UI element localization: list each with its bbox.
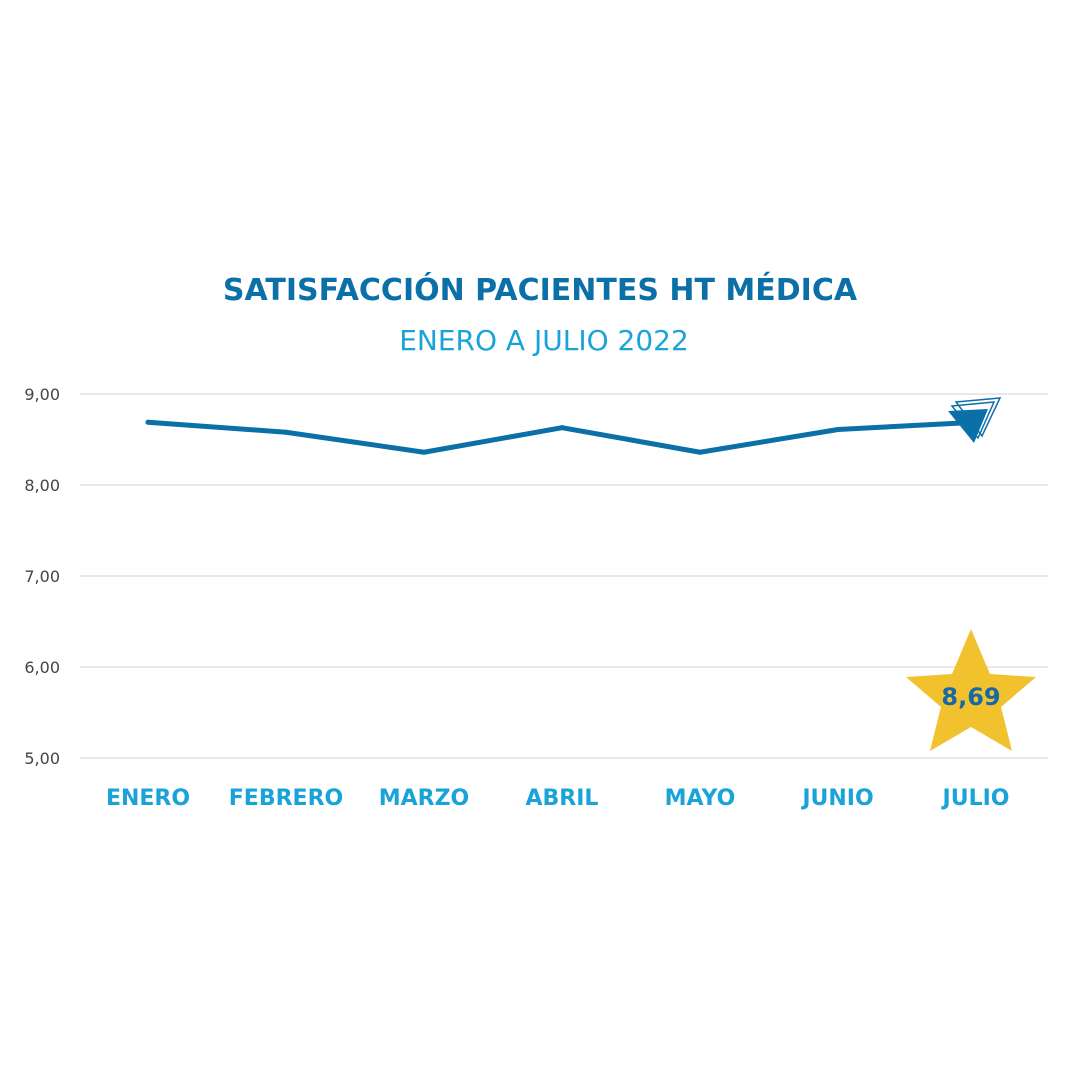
data-point (283, 429, 289, 435)
highlight-value-label: 8,69 (941, 683, 1000, 711)
x-tick-label: MAYO (665, 786, 736, 811)
y-tick-label: 8,00 (24, 476, 60, 495)
data-point (697, 449, 703, 455)
y-tick-label: 5,00 (24, 749, 60, 768)
star-icon (906, 629, 1036, 751)
x-tick-label: ENERO (106, 786, 190, 811)
y-tick-label: 7,00 (24, 567, 60, 586)
data-point (145, 419, 151, 425)
x-tick-label: JUNIO (800, 786, 873, 811)
x-tick-label: ABRIL (526, 786, 599, 811)
y-tick-label: 6,00 (24, 658, 60, 677)
x-tick-label: FEBRERO (229, 786, 343, 811)
series-layer (145, 419, 979, 455)
gridlines (80, 393, 1048, 759)
x-tick-label: MARZO (379, 786, 470, 811)
data-point (559, 425, 565, 431)
chart-subtitle: ENERO A JULIO 2022 (399, 324, 689, 357)
data-point (835, 426, 841, 432)
y-tick-label: 9,00 (24, 385, 60, 404)
x-axis-ticks: ENERO FEBRERO MARZO ABRIL MAYO JUNIO JULIO (106, 786, 1010, 811)
x-tick-label: JULIO (941, 786, 1010, 811)
chart-title: SATISFACCIÓN PACIENTES HT MÉDICA (223, 271, 858, 308)
data-point (421, 449, 427, 455)
y-axis-ticks: 9,00 8,00 7,00 6,00 5,00 (24, 385, 60, 768)
arrow-icon (948, 397, 1002, 443)
highlight-star: 8,69 (906, 629, 1036, 751)
